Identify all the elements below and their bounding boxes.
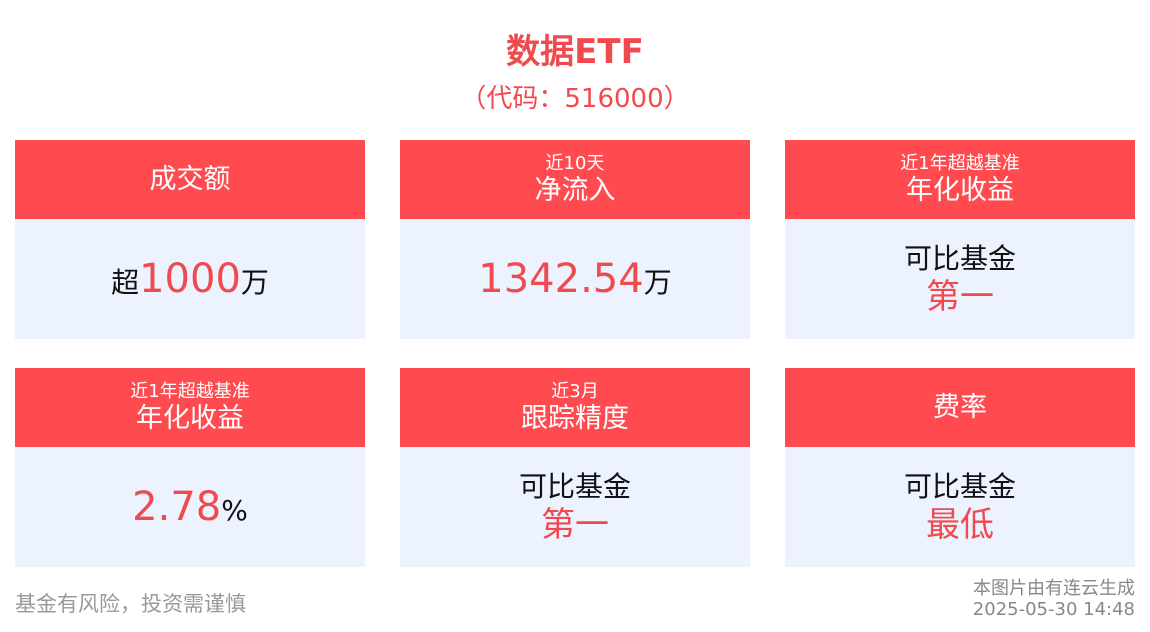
risk-disclaimer: 基金有风险，投资需谨慎 xyxy=(15,592,246,616)
value-line1: 可比基金 xyxy=(903,470,1016,503)
fund-code: （代码：516000） xyxy=(460,84,690,114)
value-line1: 可比基金 xyxy=(518,470,631,503)
card-label: 年化收益 xyxy=(906,174,1014,206)
value: 2.78 xyxy=(132,484,222,530)
page-title: 数据ETF xyxy=(506,32,644,72)
value-line2: 最低 xyxy=(926,505,994,545)
value-line2: 第一 xyxy=(926,277,994,317)
card-label: 成交额 xyxy=(149,163,231,195)
source-text: 本图片由有连云生成 xyxy=(973,578,1135,599)
card-turnover: 成交额 超1000万 xyxy=(15,140,365,339)
card-tracking: 近3月 跟踪精度 可比基金 第一 xyxy=(400,368,750,567)
source-info: 本图片由有连云生成 2025-05-30 14:48 xyxy=(973,578,1135,620)
card-label: 年化收益 xyxy=(136,402,244,434)
value: 1000 xyxy=(139,256,241,302)
value: 1342.54 xyxy=(478,256,644,302)
value-unit: 万 xyxy=(240,266,269,299)
card-net-inflow: 近10天 净流入 1342.54万 xyxy=(400,140,750,339)
card-label: 净流入 xyxy=(534,174,616,206)
value-line1: 可比基金 xyxy=(903,242,1016,275)
card-sublabel: 近1年超越基准 xyxy=(900,152,1020,174)
card-sublabel: 近10天 xyxy=(545,152,605,174)
value-line2: 第一 xyxy=(541,505,609,545)
card-annual-return: 近1年超越基准 年化收益 2.78% xyxy=(15,368,365,567)
value-prefix: 超 xyxy=(111,266,140,299)
card-label: 费率 xyxy=(933,391,987,423)
card-annual-return-rank: 近1年超越基准 年化收益 可比基金 第一 xyxy=(785,140,1135,339)
card-sublabel: 近3月 xyxy=(551,380,599,402)
card-sublabel: 近1年超越基准 xyxy=(130,380,250,402)
timestamp: 2025-05-30 14:48 xyxy=(972,599,1135,620)
value-unit: 万 xyxy=(643,266,672,299)
card-label: 跟踪精度 xyxy=(521,402,629,434)
card-fee: 费率 可比基金 最低 xyxy=(785,368,1135,567)
value-unit: % xyxy=(221,494,248,527)
